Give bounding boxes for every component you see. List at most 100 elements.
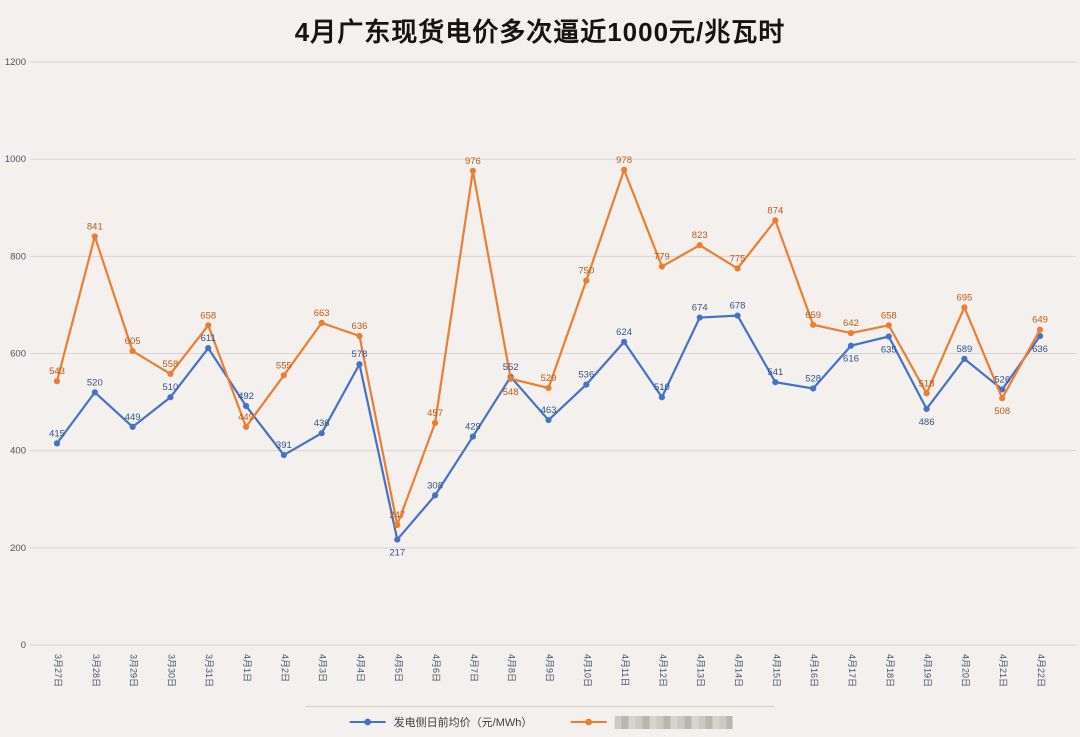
svg-text:1000: 1000	[5, 154, 26, 165]
svg-text:823: 823	[692, 230, 708, 241]
legend-line-marker-blue-icon	[349, 718, 386, 726]
svg-text:400: 400	[10, 446, 26, 457]
svg-text:642: 642	[843, 318, 859, 329]
svg-text:492: 492	[238, 391, 254, 402]
svg-text:508: 508	[994, 406, 1010, 417]
svg-text:976: 976	[465, 156, 481, 167]
svg-text:649: 649	[1032, 315, 1048, 326]
svg-text:4月14日: 4月14日	[734, 654, 744, 687]
svg-text:4月4日: 4月4日	[355, 654, 365, 682]
svg-text:529: 529	[541, 373, 557, 384]
svg-text:308: 308	[427, 480, 443, 491]
svg-text:874: 874	[767, 205, 783, 216]
svg-text:0: 0	[21, 640, 26, 651]
svg-text:548: 548	[503, 387, 519, 398]
svg-text:528: 528	[805, 373, 821, 384]
legend-label-orange-redacted	[614, 715, 733, 729]
svg-text:800: 800	[10, 251, 26, 262]
legend-item-blue-series: 发电侧日前均价（元/MWh）	[348, 714, 533, 730]
svg-text:436: 436	[314, 418, 330, 429]
svg-text:4月9日: 4月9日	[545, 654, 555, 682]
svg-text:589: 589	[956, 344, 972, 355]
svg-text:775: 775	[730, 253, 746, 264]
series-blue-markers	[53, 312, 1044, 543]
svg-text:510: 510	[654, 382, 670, 393]
svg-text:695: 695	[956, 292, 972, 303]
svg-text:4月2日: 4月2日	[280, 654, 290, 682]
svg-text:4月13日: 4月13日	[696, 654, 706, 687]
svg-text:611: 611	[201, 333, 216, 344]
svg-text:415: 415	[49, 428, 65, 439]
svg-text:4月12日: 4月12日	[658, 654, 668, 687]
svg-text:558: 558	[162, 359, 178, 370]
legend-item-orange-series	[568, 715, 733, 729]
svg-text:217: 217	[389, 548, 405, 559]
svg-text:4月16日: 4月16日	[809, 654, 819, 687]
svg-text:678: 678	[730, 301, 746, 312]
svg-text:4月18日: 4月18日	[885, 654, 895, 687]
svg-text:520: 520	[87, 377, 103, 388]
chart-legend: 发电侧日前均价（元/MWh）	[305, 706, 775, 732]
svg-text:659: 659	[805, 310, 821, 321]
svg-text:555: 555	[276, 360, 292, 371]
svg-text:600: 600	[10, 349, 26, 360]
svg-text:3月28日: 3月28日	[91, 654, 101, 687]
legend-line-marker-orange-icon	[570, 718, 607, 726]
svg-text:3月27日: 3月27日	[53, 654, 63, 687]
svg-text:463: 463	[541, 405, 557, 416]
svg-text:449: 449	[125, 412, 141, 423]
svg-text:200: 200	[10, 543, 26, 554]
svg-text:841: 841	[87, 221, 103, 232]
svg-text:4月3日: 4月3日	[318, 654, 328, 682]
svg-text:779: 779	[654, 252, 670, 263]
svg-text:4月17日: 4月17日	[847, 654, 857, 687]
svg-text:552: 552	[503, 362, 519, 373]
svg-text:4月15日: 4月15日	[771, 654, 781, 687]
svg-text:536: 536	[578, 370, 594, 381]
svg-text:543: 543	[49, 366, 65, 377]
svg-text:4月22日: 4月22日	[1036, 654, 1046, 687]
svg-text:3月29日: 3月29日	[129, 654, 139, 687]
svg-text:247: 247	[389, 510, 405, 521]
svg-text:978: 978	[616, 155, 632, 166]
svg-text:658: 658	[200, 310, 216, 321]
svg-text:4月19日: 4月19日	[923, 654, 933, 687]
svg-text:526: 526	[994, 374, 1010, 385]
svg-text:429: 429	[465, 422, 481, 433]
svg-text:518: 518	[919, 378, 935, 389]
svg-text:663: 663	[314, 308, 330, 319]
svg-text:3月31日: 3月31日	[204, 654, 214, 687]
svg-text:4月21日: 4月21日	[998, 654, 1008, 687]
x-axis-tick-labels: 3月27日 3月28日 3月29日 3月30日 3月31日 4月1日 4月2日 4月3日 4月4…	[53, 654, 1046, 687]
svg-text:391: 391	[276, 440, 292, 451]
svg-text:3月30日: 3月30日	[166, 654, 176, 687]
svg-text:457: 457	[427, 408, 443, 419]
svg-text:449: 449	[238, 412, 254, 423]
svg-text:1200: 1200	[5, 57, 26, 68]
legend-label-blue: 发电侧日前均价（元/MWh）	[393, 717, 533, 729]
svg-text:636: 636	[1032, 344, 1048, 355]
data-labels-orange: 543 841 605 558 658 449 555 663 636 247 457 976 548 5…	[49, 155, 1048, 521]
svg-text:4月1日: 4月1日	[242, 654, 252, 682]
svg-text:510: 510	[162, 382, 178, 393]
svg-text:636: 636	[352, 321, 368, 332]
svg-text:4月7日: 4月7日	[469, 654, 479, 682]
svg-text:4月8日: 4月8日	[507, 654, 517, 682]
svg-text:486: 486	[919, 417, 935, 428]
svg-text:578: 578	[352, 349, 368, 360]
data-labels-blue: 415 520 449 510 611 492 391 436 578 217 308 429 552 4…	[49, 301, 1048, 559]
svg-text:635: 635	[881, 344, 897, 355]
svg-text:4月20日: 4月20日	[960, 654, 970, 687]
svg-text:4月6日: 4月6日	[431, 654, 441, 682]
line-chart: 0 200 400 600 800 1000 1200 3月27日 3月28日 3月29日 3月30…	[5, 57, 1076, 687]
svg-text:4月11日: 4月11日	[620, 654, 630, 686]
series-orange-markers	[53, 166, 1044, 529]
svg-text:674: 674	[692, 303, 708, 314]
svg-text:624: 624	[616, 327, 632, 338]
chart-title: 4月广东现货电价多次逼近1000元/兆瓦时	[294, 17, 786, 47]
y-axis-tick-labels: 0 200 400 600 800 1000 1200	[5, 57, 26, 651]
svg-text:4月10日: 4月10日	[582, 654, 592, 687]
svg-text:4月5日: 4月5日	[393, 654, 403, 682]
svg-text:616: 616	[843, 354, 859, 365]
